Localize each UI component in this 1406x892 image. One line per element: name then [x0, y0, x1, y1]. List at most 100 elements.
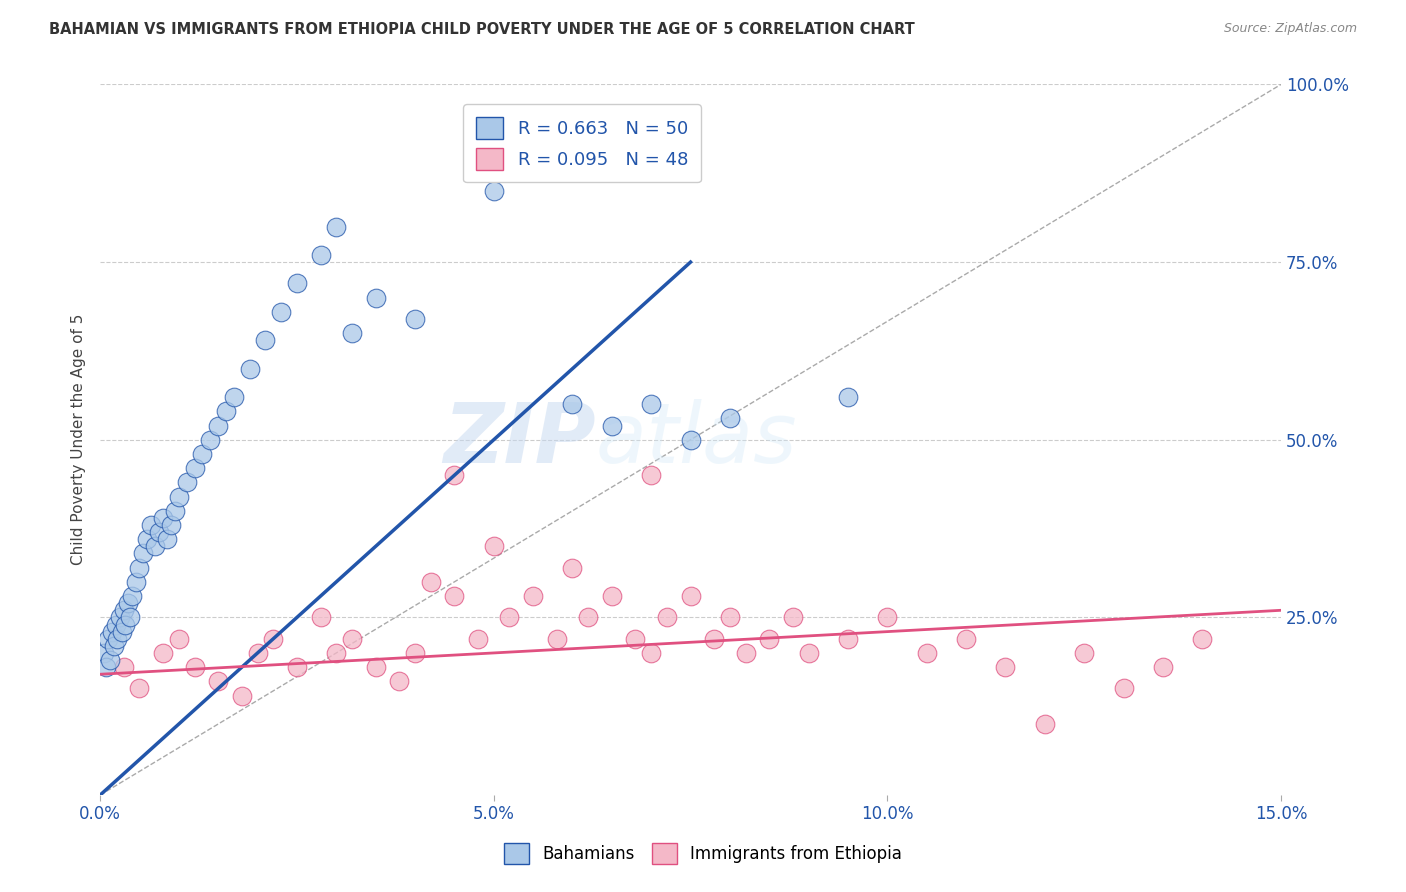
Point	[876, 610, 898, 624]
Point	[104, 617, 127, 632]
Legend: Bahamians, Immigrants from Ethiopia: Bahamians, Immigrants from Ethiopia	[498, 837, 908, 871]
Point	[640, 646, 662, 660]
Point	[152, 646, 174, 660]
Point	[718, 610, 741, 624]
Point	[994, 660, 1017, 674]
Point	[285, 277, 308, 291]
Point	[163, 504, 186, 518]
Point	[325, 646, 347, 660]
Point	[103, 639, 125, 653]
Point	[388, 674, 411, 689]
Point	[624, 632, 647, 646]
Point	[96, 660, 118, 674]
Point	[1033, 717, 1056, 731]
Point	[121, 589, 143, 603]
Point	[112, 603, 135, 617]
Point	[443, 468, 465, 483]
Point	[419, 574, 441, 589]
Point	[309, 610, 332, 624]
Point	[655, 610, 678, 624]
Point	[546, 632, 568, 646]
Point	[561, 560, 583, 574]
Point	[782, 610, 804, 624]
Point	[482, 539, 505, 553]
Point	[404, 646, 426, 660]
Point	[176, 475, 198, 490]
Point	[404, 312, 426, 326]
Point	[128, 681, 150, 696]
Point	[309, 248, 332, 262]
Point	[482, 184, 505, 198]
Point	[215, 404, 238, 418]
Point	[600, 589, 623, 603]
Point	[222, 390, 245, 404]
Point	[1112, 681, 1135, 696]
Point	[132, 546, 155, 560]
Point	[955, 632, 977, 646]
Point	[364, 291, 387, 305]
Point	[340, 632, 363, 646]
Point	[117, 596, 139, 610]
Point	[101, 624, 124, 639]
Point	[718, 411, 741, 425]
Point	[160, 518, 183, 533]
Point	[118, 610, 141, 624]
Point	[679, 589, 702, 603]
Point	[679, 433, 702, 447]
Point	[837, 390, 859, 404]
Point	[167, 490, 190, 504]
Point	[167, 632, 190, 646]
Point	[703, 632, 725, 646]
Point	[1191, 632, 1213, 646]
Point	[498, 610, 520, 624]
Text: Source: ZipAtlas.com: Source: ZipAtlas.com	[1223, 22, 1357, 36]
Point	[183, 461, 205, 475]
Point	[262, 632, 284, 646]
Text: ZIP: ZIP	[443, 400, 596, 480]
Point	[124, 574, 146, 589]
Point	[467, 632, 489, 646]
Y-axis label: Child Poverty Under the Age of 5: Child Poverty Under the Age of 5	[72, 314, 86, 566]
Point	[600, 418, 623, 433]
Point	[114, 617, 136, 632]
Point	[443, 589, 465, 603]
Legend: R = 0.663   N = 50, R = 0.095   N = 48: R = 0.663 N = 50, R = 0.095 N = 48	[464, 104, 700, 183]
Point	[522, 589, 544, 603]
Point	[231, 689, 253, 703]
Point	[561, 397, 583, 411]
Point	[325, 219, 347, 234]
Point	[136, 533, 159, 547]
Point	[141, 518, 163, 533]
Text: atlas: atlas	[596, 400, 797, 480]
Point	[837, 632, 859, 646]
Point	[239, 361, 262, 376]
Point	[285, 660, 308, 674]
Point	[143, 539, 166, 553]
Point	[364, 660, 387, 674]
Point	[107, 632, 129, 646]
Point	[93, 646, 115, 660]
Point	[1073, 646, 1095, 660]
Point	[254, 333, 277, 347]
Point	[576, 610, 599, 624]
Text: BAHAMIAN VS IMMIGRANTS FROM ETHIOPIA CHILD POVERTY UNDER THE AGE OF 5 CORRELATIO: BAHAMIAN VS IMMIGRANTS FROM ETHIOPIA CHI…	[49, 22, 915, 37]
Point	[915, 646, 938, 660]
Point	[152, 511, 174, 525]
Point	[1152, 660, 1174, 674]
Point	[128, 560, 150, 574]
Point	[97, 632, 120, 646]
Point	[246, 646, 269, 660]
Point	[207, 418, 229, 433]
Point	[156, 533, 179, 547]
Point	[200, 433, 222, 447]
Point	[797, 646, 820, 660]
Point	[640, 397, 662, 411]
Point	[111, 624, 134, 639]
Point	[758, 632, 780, 646]
Point	[148, 525, 170, 540]
Point	[98, 653, 121, 667]
Point	[340, 326, 363, 340]
Point	[191, 447, 214, 461]
Point	[734, 646, 756, 660]
Point	[207, 674, 229, 689]
